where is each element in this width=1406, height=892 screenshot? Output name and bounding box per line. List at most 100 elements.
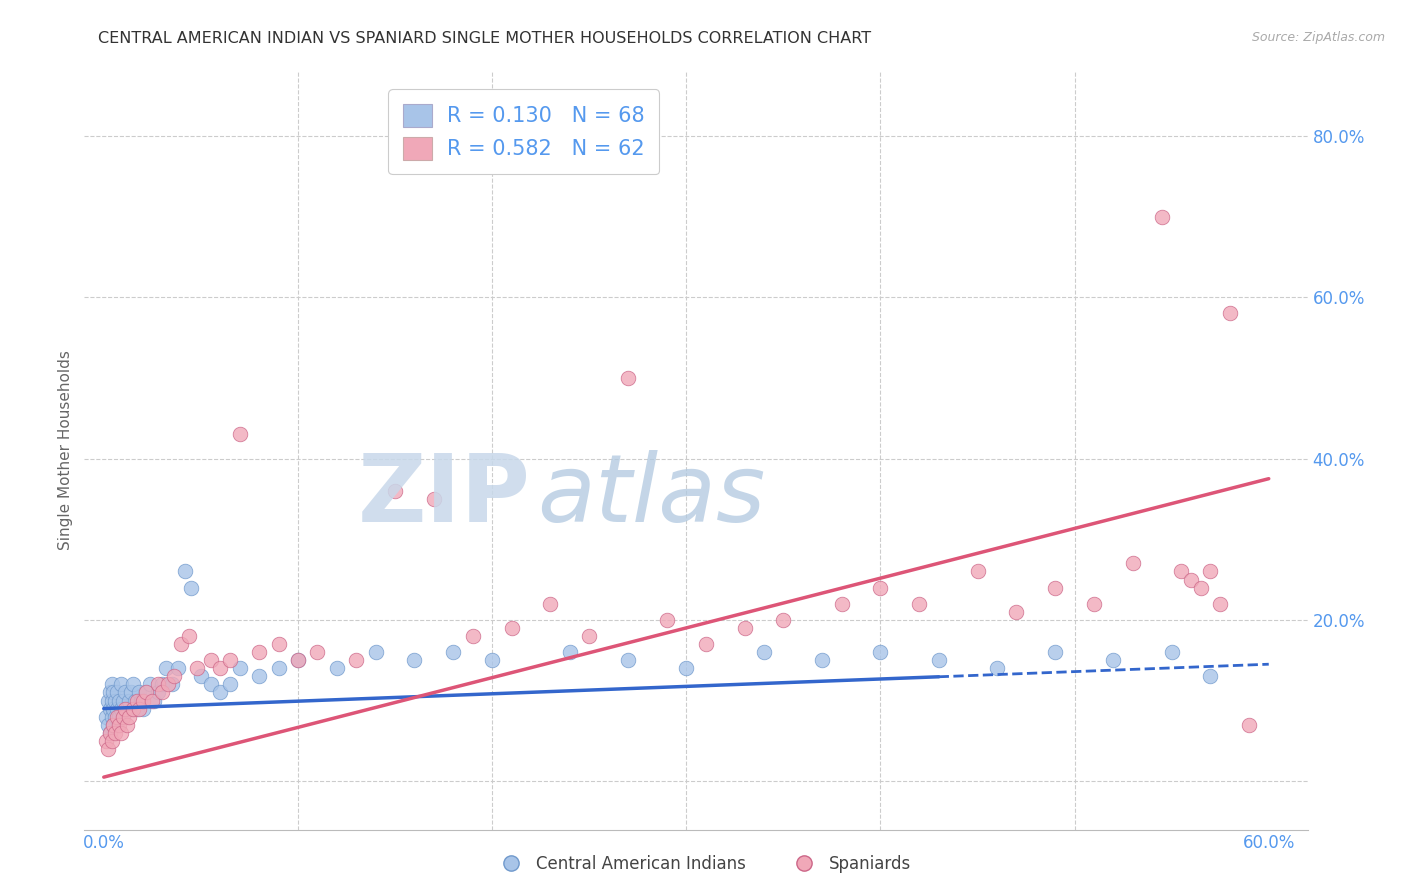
Point [772,613,794,627]
Point [146,677,169,691]
Point [108,693,131,707]
Point [100,734,122,748]
Point [174,565,197,579]
Point [118,693,141,707]
Point [307,645,329,659]
Point [180,581,202,595]
Point [122,701,145,715]
Point [94,734,117,748]
Point [228,427,250,442]
Point [461,629,484,643]
Point [538,597,561,611]
Point [112,693,135,707]
Point [734,621,756,635]
Point [1122,557,1144,571]
Point [423,491,446,506]
Point [135,685,157,699]
Point [247,645,270,659]
Point [139,677,162,691]
Point [108,709,131,723]
Point [200,653,222,667]
Point [966,565,988,579]
Point [114,701,136,715]
Text: Source: ZipAtlas.com: Source: ZipAtlas.com [1251,31,1385,45]
Point [131,701,153,715]
Point [267,661,290,675]
Legend: Central American Indians, Spaniards: Central American Indians, Spaniards [488,848,918,880]
Point [1160,645,1182,659]
Point [869,645,891,659]
Point [928,653,950,667]
Point [115,717,138,731]
Point [219,653,242,667]
Point [118,709,141,723]
Point [105,685,128,699]
Point [831,597,853,611]
Point [1083,597,1105,611]
Point [110,677,132,691]
Point [155,661,177,675]
Point [108,717,131,731]
Point [344,653,367,667]
Point [104,709,127,723]
Point [103,717,125,731]
Point [112,709,135,723]
Point [1219,306,1241,320]
Point [150,677,173,691]
Point [103,717,125,731]
Point [128,685,150,699]
Point [1170,565,1192,579]
Point [200,677,222,691]
Point [1180,573,1202,587]
Point [98,701,121,715]
Point [1189,581,1212,595]
Point [287,653,309,667]
Point [675,661,697,675]
Point [125,693,148,707]
Point [100,693,122,707]
Point [364,645,387,659]
Point [384,483,406,498]
Point [655,613,678,627]
Point [326,661,349,675]
Point [163,669,186,683]
Point [267,637,290,651]
Point [481,653,503,667]
Point [1209,597,1232,611]
Point [179,629,201,643]
Point [986,661,1008,675]
Point [98,725,121,739]
Text: CENTRAL AMERICAN INDIAN VS SPANIARD SINGLE MOTHER HOUSEHOLDS CORRELATION CHART: CENTRAL AMERICAN INDIAN VS SPANIARD SING… [98,31,872,46]
Point [209,685,232,699]
Point [146,685,169,699]
Point [558,645,581,659]
Point [150,685,173,699]
Point [105,701,128,715]
Point [908,597,931,611]
Point [120,685,142,699]
Point [98,725,121,739]
Point [578,629,600,643]
Legend: R = 0.130   N = 68, R = 0.582   N = 62: R = 0.130 N = 68, R = 0.582 N = 62 [388,89,659,174]
Point [1239,717,1261,731]
Point [1150,210,1173,224]
Point [1102,653,1125,667]
Text: atlas: atlas [537,450,765,541]
Point [110,701,132,715]
Point [122,701,145,715]
Point [228,661,250,675]
Point [128,701,150,715]
Point [97,693,120,707]
Point [247,669,270,683]
Point [170,637,193,651]
Point [186,661,208,675]
Point [501,621,523,635]
Point [129,693,152,707]
Point [100,677,122,691]
Point [752,645,775,659]
Point [141,693,163,707]
Point [100,709,122,723]
Point [131,693,153,707]
Point [103,701,125,715]
Point [97,742,120,756]
